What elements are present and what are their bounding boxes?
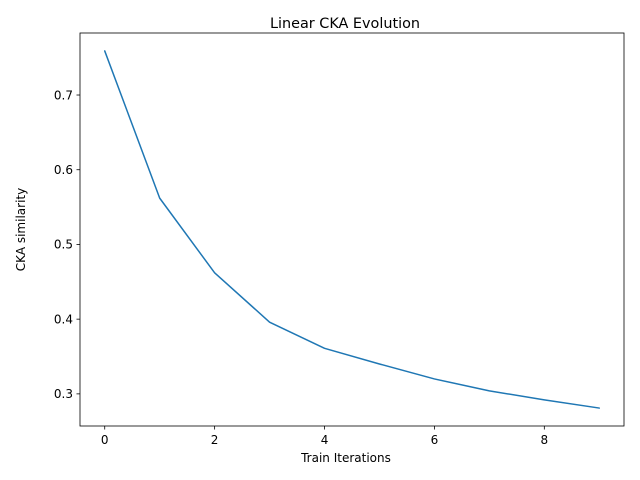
series-line-0 (103, 50, 601, 409)
chart-title: Linear CKA Evolution (270, 16, 420, 32)
plot-area (103, 50, 601, 409)
x-tick-label: 8 (541, 433, 549, 447)
y-tick-label: 0.6 (54, 163, 73, 177)
y-tick-label: 0.5 (54, 238, 73, 252)
x-tick-label: 0 (101, 433, 109, 447)
x-axis-label: Train Iterations (300, 451, 391, 465)
y-axis: 0.3 0.4 0.5 0.6 0.7 (54, 88, 80, 401)
y-tick-label: 0.4 (54, 312, 73, 326)
x-tick-label: 6 (431, 433, 439, 447)
y-tick-label: 0.7 (54, 88, 73, 102)
x-tick-label: 4 (321, 433, 329, 447)
x-tick-label: 2 (211, 433, 219, 447)
x-axis: 0 2 4 6 8 (101, 426, 548, 447)
y-tick-label: 0.3 (54, 387, 73, 401)
y-axis-label: CKA similarity (14, 188, 28, 271)
axes-frame (79, 32, 625, 427)
